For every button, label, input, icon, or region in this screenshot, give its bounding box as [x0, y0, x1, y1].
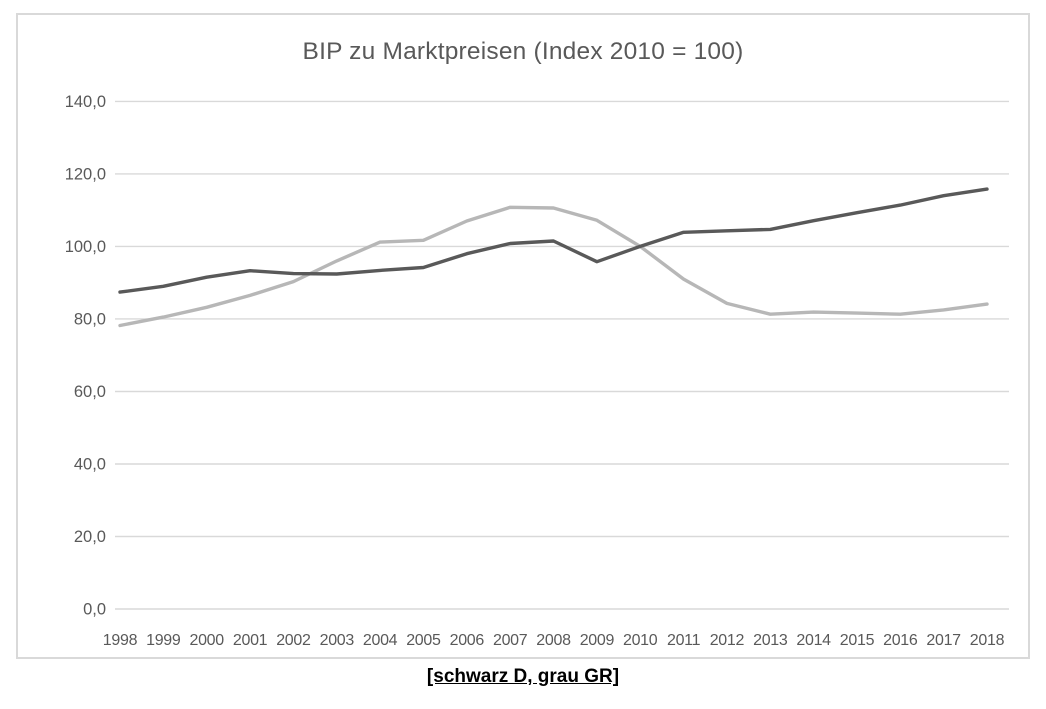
y-axis-tick-label: 120,0 — [65, 165, 106, 183]
y-axis-tick-label: 80,0 — [74, 310, 106, 328]
chart: 0,0 20,0 40,0 60,0 80,0 100,0 120,0 140,0 1998 19… — [16, 13, 1030, 659]
x-axis-tick-label: 2003 — [320, 632, 355, 649]
caption: [schwarz D, grau GR] — [0, 666, 1046, 688]
x-axis-tick-label: 2011 — [667, 632, 701, 649]
x-axis-tick-label: 2012 — [710, 632, 745, 649]
y-axis-tick-label: 60,0 — [74, 383, 106, 401]
x-axis-tick-label: 2017 — [926, 632, 961, 649]
x-axis-tick-label: 2016 — [883, 632, 918, 649]
y-axis-tick-label: 20,0 — [74, 528, 106, 546]
series-line-gr — [118, 205, 989, 328]
chart-title: BIP zu Marktpreisen (Index 2010 = 100) — [302, 38, 744, 65]
x-axis-tick-label: 2018 — [970, 632, 1005, 649]
x-axis-tick-label: 2014 — [796, 632, 831, 649]
x-axis-tick-label: 1998 — [103, 632, 138, 649]
series-line-d — [118, 187, 989, 294]
y-axis-tick-label: 140,0 — [65, 93, 106, 111]
caption-text: [schwarz D, grau GR] — [426, 666, 620, 687]
x-axis-tick-label: 2004 — [363, 632, 398, 649]
chart-plot: 0,0 20,0 40,0 60,0 80,0 100,0 120,0 140,0 1998 19… — [65, 93, 1009, 649]
x-axis-tick-label: 2008 — [536, 632, 571, 649]
x-axis-tick-label: 2005 — [406, 632, 441, 649]
x-axis-tick-label: 2015 — [840, 632, 875, 649]
x-axis-tick-label: 2006 — [450, 632, 485, 649]
x-axis-tick-label: 2000 — [189, 632, 224, 649]
x-axis-tick-label: 2001 — [233, 632, 268, 649]
x-axis-tick-label: 1999 — [146, 632, 181, 649]
y-axis-tick-label: 0,0 — [83, 601, 106, 619]
x-axis-tick-label: 2013 — [753, 632, 788, 649]
y-axis-tick-label: 40,0 — [74, 456, 106, 474]
x-axis-tick-label: 2010 — [623, 632, 658, 649]
x-axis-tick-label: 2009 — [580, 632, 615, 649]
y-axis-tick-label: 100,0 — [65, 238, 106, 256]
x-axis-tick-label: 2002 — [276, 632, 311, 649]
x-axis-tick-label: 2007 — [493, 632, 528, 649]
